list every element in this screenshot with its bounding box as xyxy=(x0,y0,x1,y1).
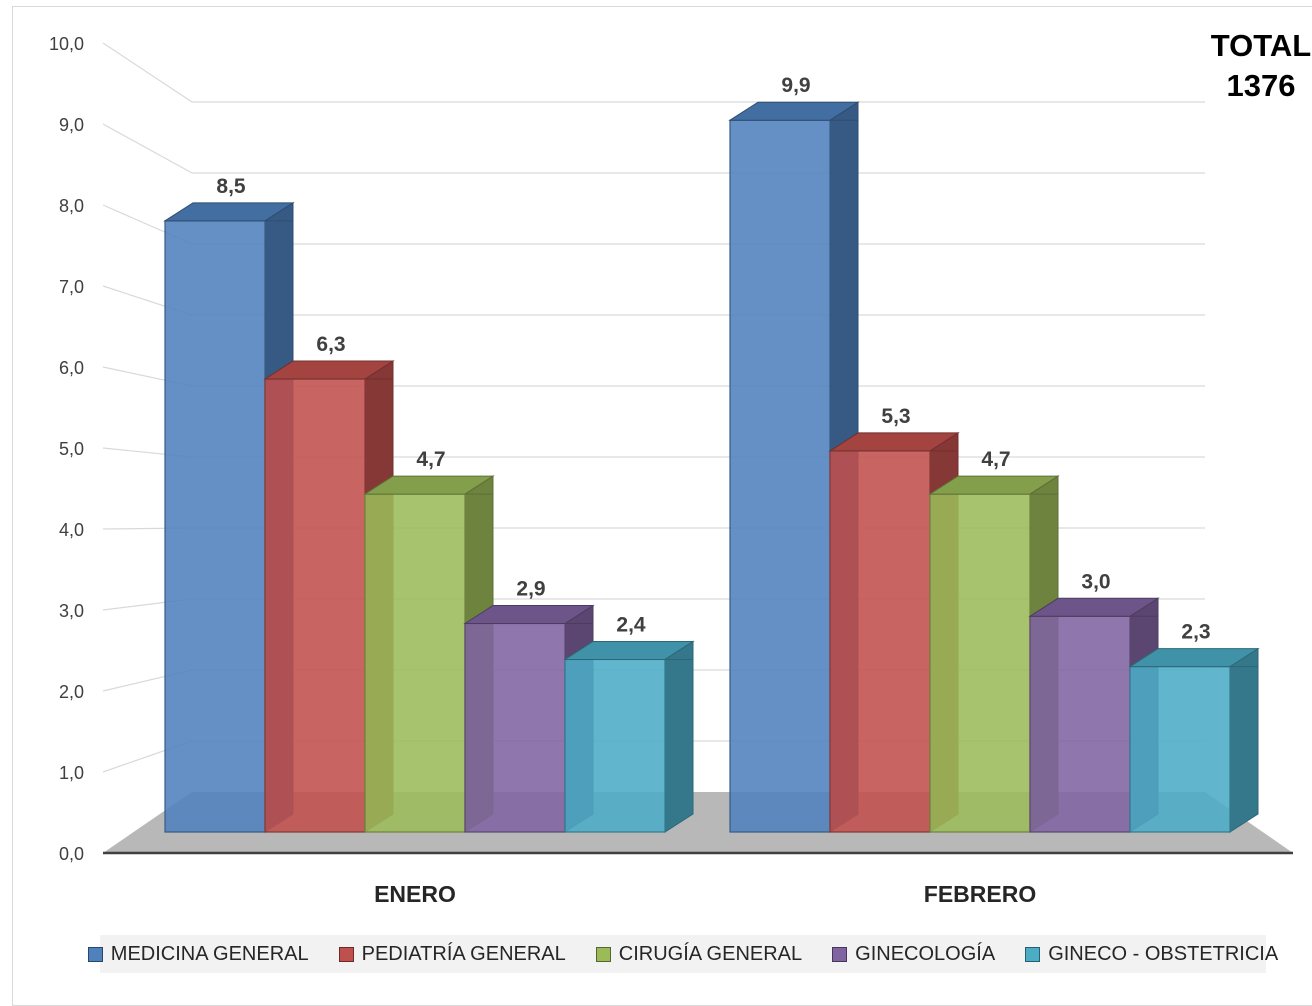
legend-item: GINECOLOGÍA xyxy=(832,943,995,966)
bar-side xyxy=(1229,647,1259,833)
category-label: ENERO xyxy=(374,881,456,907)
category-label: FEBRERO xyxy=(924,881,1036,907)
bar-cap xyxy=(728,101,860,121)
bar xyxy=(564,658,666,833)
total-value: 1376 xyxy=(1226,68,1296,103)
chart-legend: MEDICINA GENERAL PEDIATRÍA GENERAL CIRUGÍA… xyxy=(87,935,1278,973)
value-label: 9,9 xyxy=(781,74,810,97)
bar xyxy=(929,493,1031,833)
y-tick-label: 3,0 xyxy=(59,601,84,621)
legend-swatch xyxy=(595,946,611,962)
bar-side xyxy=(664,640,694,833)
bar-cap xyxy=(563,640,695,660)
bar xyxy=(464,622,566,833)
bar-cap xyxy=(363,475,495,495)
value-label: 2,9 xyxy=(516,577,545,600)
bar-cap xyxy=(1128,648,1260,668)
bar-cap xyxy=(928,475,1060,495)
gridline-diagonal xyxy=(102,42,193,103)
legend-swatch xyxy=(1025,946,1041,962)
bar xyxy=(729,119,831,833)
bar xyxy=(264,378,366,833)
legend-swatch xyxy=(832,946,848,962)
bar-cap xyxy=(828,432,960,452)
y-tick-label: 7,0 xyxy=(59,277,84,297)
value-label: 2,4 xyxy=(616,613,646,636)
y-tick-label: 4,0 xyxy=(59,520,84,540)
y-tick-label: 5,0 xyxy=(59,439,84,459)
legend-item: CIRUGÍA GENERAL xyxy=(595,942,803,966)
bar-cap xyxy=(1028,597,1160,617)
y-tick-label: 8,0 xyxy=(59,196,84,216)
y-tick-label: 10,0 xyxy=(49,34,84,54)
bar xyxy=(829,450,931,833)
legend-label: MEDICINA GENERAL xyxy=(110,942,309,965)
value-label: 6,3 xyxy=(316,333,345,356)
y-tick-label: 0,0 xyxy=(59,844,84,864)
value-label: 4,7 xyxy=(416,448,445,471)
value-label: 4,7 xyxy=(981,448,1010,471)
y-tick-label: 1,0 xyxy=(59,763,84,783)
bar-cap xyxy=(463,604,595,624)
y-tick-label: 9,0 xyxy=(59,115,84,135)
legend-swatch xyxy=(338,946,354,962)
legend-label: GINECOLOGÍA xyxy=(855,942,996,965)
value-label: 8,5 xyxy=(216,175,246,198)
bar xyxy=(364,493,466,833)
total-annotation: TOTAL 1376 xyxy=(1196,26,1312,106)
value-label: 5,3 xyxy=(881,405,910,428)
bar xyxy=(1029,615,1131,833)
gridline-diagonal xyxy=(102,123,193,174)
legend-label: CIRUGÍA GENERAL xyxy=(618,942,803,965)
legend-label: PEDIATRÍA GENERAL xyxy=(361,942,566,965)
y-tick-label: 6,0 xyxy=(59,358,84,378)
y-tick-label: 2,0 xyxy=(59,682,84,702)
bar xyxy=(1129,666,1231,833)
legend-label: GINECO - OBSTETRICIA xyxy=(1048,942,1279,965)
legend-item: PEDIATRÍA GENERAL xyxy=(338,942,566,966)
bar xyxy=(164,220,266,833)
legend-item: MEDICINA GENERAL xyxy=(87,942,309,966)
bar-cap xyxy=(163,202,295,222)
value-label: 2,3 xyxy=(1181,621,1210,644)
total-label: TOTAL xyxy=(1210,28,1312,63)
legend-swatch xyxy=(87,946,103,962)
bar-cap xyxy=(263,360,395,380)
legend-item: GINECO - OBSTETRICIA xyxy=(1025,943,1278,966)
value-label: 3,0 xyxy=(1081,570,1110,593)
chart-plot: 0,0 1,0 2,0 3,0 4,0 5,0 6,0 7,0 8,0 9,0 10,0 8,5 6,3… xyxy=(49,34,1293,907)
